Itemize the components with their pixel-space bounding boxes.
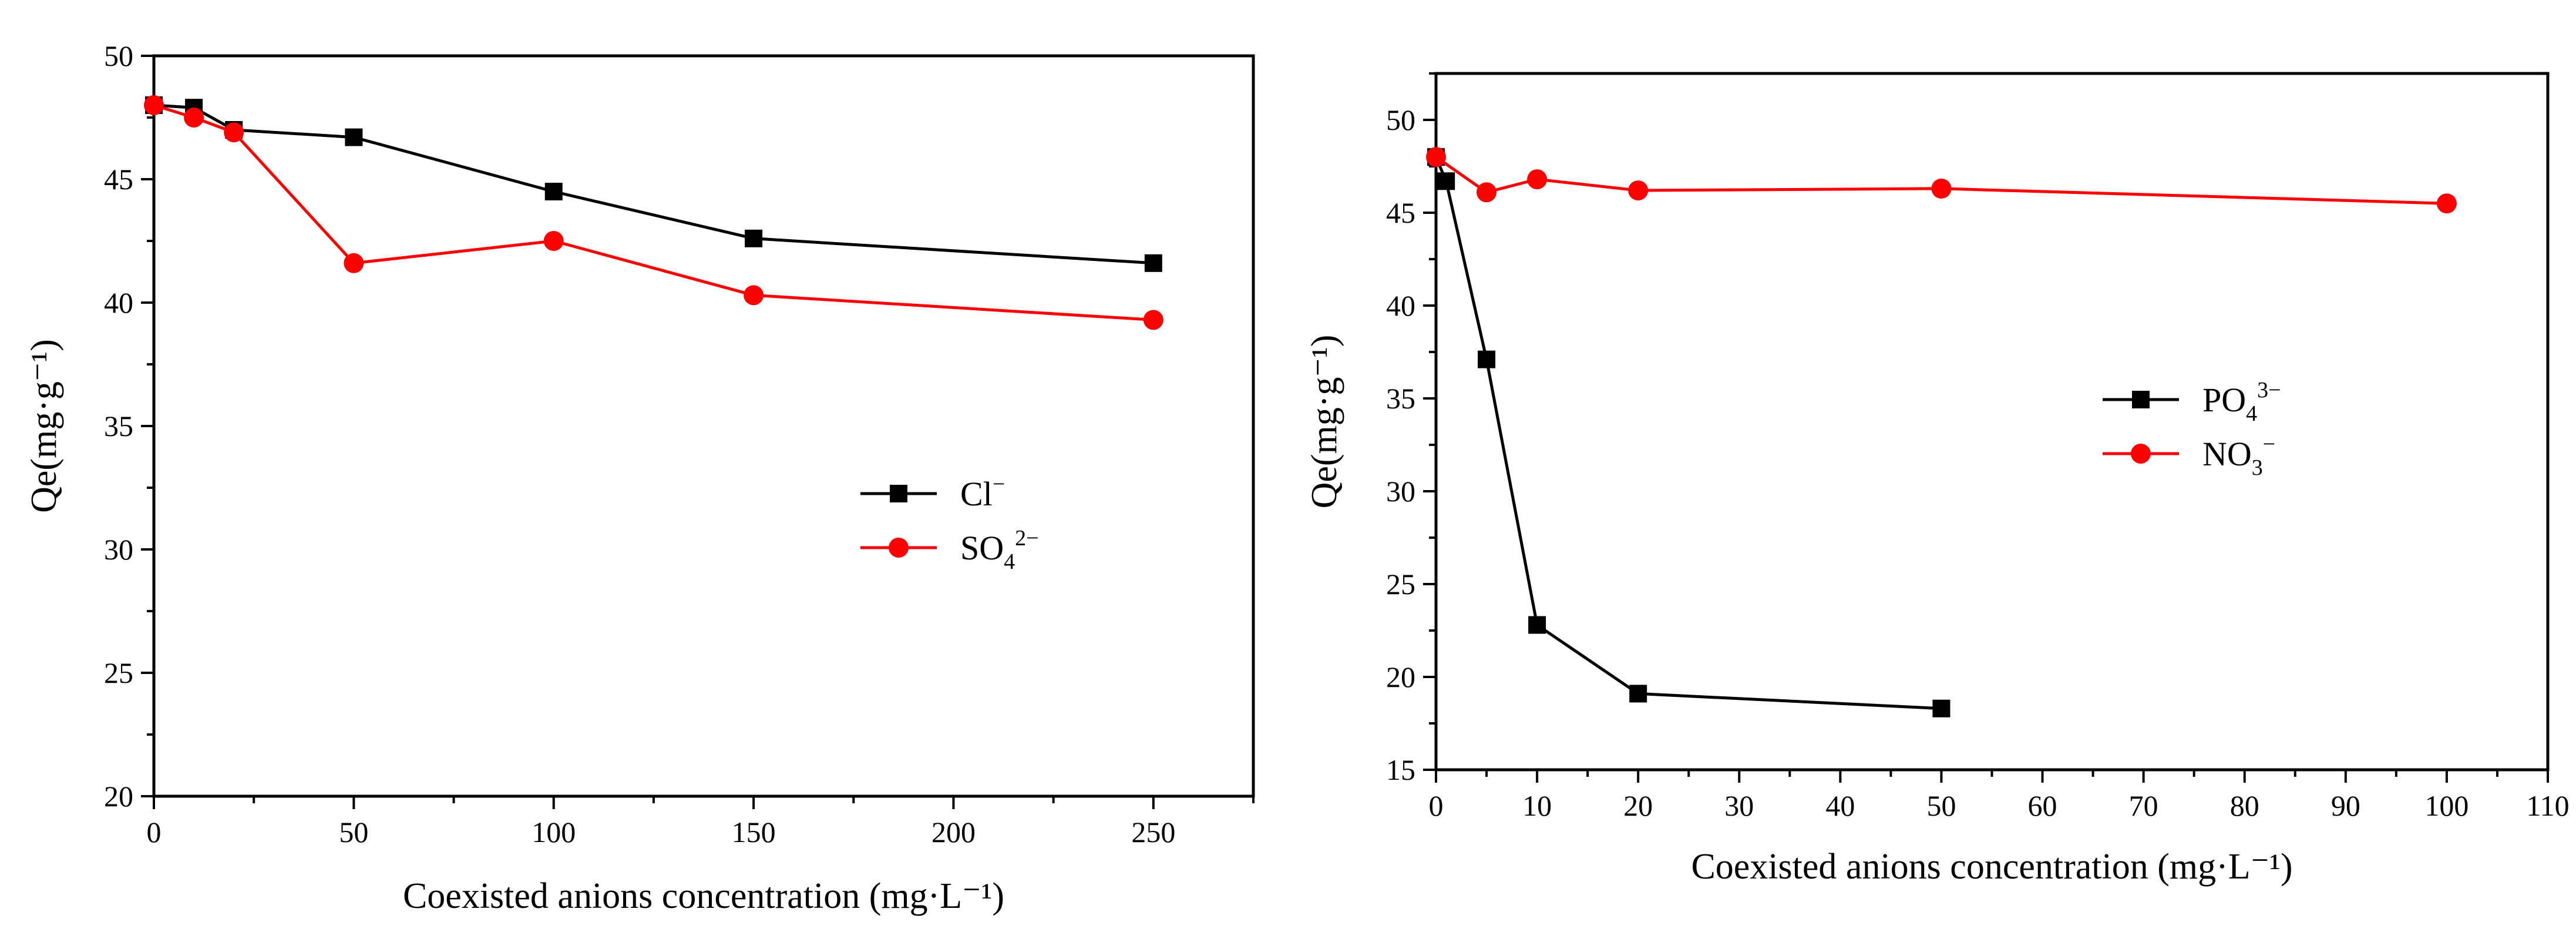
- data-point: [1931, 178, 1952, 199]
- data-point: [184, 108, 204, 128]
- legend-marker: [890, 485, 907, 502]
- data-point: [1143, 310, 1163, 330]
- y-tick-label: 40: [1386, 289, 1415, 322]
- series-line: [1434, 156, 1942, 710]
- data-point: [1527, 169, 1548, 190]
- data-point: [1426, 147, 1446, 167]
- y-tick-label: 40: [104, 286, 133, 319]
- data-point: [744, 285, 764, 306]
- x-tick-label: 50: [1926, 789, 1956, 822]
- y-tick-label: 20: [104, 780, 133, 813]
- data-point: [1628, 180, 1649, 201]
- x-tick-label: 0: [147, 816, 162, 849]
- legend-label: SO42−: [960, 526, 1039, 574]
- right-chart: 0 10 20 30 40 50 60 70 80 90 100 110 15 20 25 30 35 40 45 5…: [1304, 72, 2570, 887]
- x-tick-label: 0: [1429, 789, 1444, 822]
- data-point: [745, 229, 763, 247]
- y-axis-title: Qe(mg·g⁻¹): [1304, 335, 1344, 509]
- legend-label: PO43−: [2202, 378, 2281, 426]
- x-tick-label: 250: [1131, 816, 1175, 849]
- x-tick-label: 80: [2230, 789, 2259, 822]
- y-tick-label: 45: [1386, 196, 1415, 229]
- data-point: [2436, 193, 2457, 214]
- y-tick-label: 35: [1386, 382, 1415, 415]
- x-tick-label: 70: [2129, 789, 2158, 822]
- x-tick-label: 110: [2526, 789, 2569, 822]
- data-point: [144, 95, 164, 115]
- x-tick-label: 100: [2424, 789, 2469, 822]
- y-tick-label: 25: [104, 656, 133, 689]
- legend-label: Cl−: [960, 472, 1005, 513]
- y-tick-label: 35: [104, 410, 133, 442]
- x-tick-label: 200: [931, 816, 976, 849]
- series-line: [153, 103, 1154, 321]
- x-axis-title: Coexisted anions concentration (mg·L⁻¹): [1691, 847, 2292, 887]
- x-tick-label: 40: [1825, 789, 1855, 822]
- y-tick-label: 15: [1386, 753, 1415, 786]
- legend-marker: [2131, 444, 2151, 464]
- legend-label: NO3−: [2202, 432, 2275, 480]
- data-point: [1932, 699, 1951, 717]
- legend-marker: [889, 538, 909, 558]
- y-tick-label: 25: [1386, 568, 1415, 601]
- x-tick-label: 60: [2028, 789, 2057, 822]
- data-point: [344, 253, 364, 273]
- data-point: [1144, 254, 1162, 272]
- data-point: [1478, 350, 1496, 368]
- plot-frame: [152, 54, 1255, 798]
- y-tick-label: 45: [104, 163, 133, 196]
- x-axis-title: Coexisted anions concentration (mg·L⁻¹): [403, 876, 1004, 916]
- y-tick-label: 20: [1386, 660, 1415, 693]
- y-axis-title: Qe(mg·g⁻¹): [24, 339, 64, 513]
- data-point: [543, 231, 564, 251]
- x-tick-label: 50: [339, 816, 368, 849]
- x-tick-label: 90: [2331, 789, 2360, 822]
- x-tick-label: 30: [1724, 789, 1754, 822]
- y-tick-label: 50: [1386, 103, 1415, 136]
- y-tick-label: 50: [104, 39, 133, 72]
- data-point: [1477, 182, 1497, 203]
- x-tick-label: 20: [1623, 789, 1653, 822]
- left-chart: 0 50 100 150 200 250 20 25 30 35 40 45 50 Coexisted a…: [24, 39, 1255, 916]
- y-tick-label: 30: [104, 533, 133, 566]
- series-line: [1435, 156, 2447, 205]
- x-tick-label: 10: [1522, 789, 1552, 822]
- series-line: [153, 103, 1154, 265]
- data-point: [1629, 685, 1647, 703]
- y-tick-label: 30: [1386, 475, 1415, 508]
- data-point: [224, 122, 244, 143]
- x-tick-label: 150: [732, 816, 776, 849]
- legend-marker: [2132, 391, 2150, 408]
- data-point: [544, 183, 563, 200]
- data-point: [345, 128, 363, 146]
- plot-frame: [1434, 72, 2550, 772]
- x-tick-label: 100: [532, 816, 576, 849]
- data-point: [1528, 616, 1546, 634]
- data-point: [1437, 172, 1455, 190]
